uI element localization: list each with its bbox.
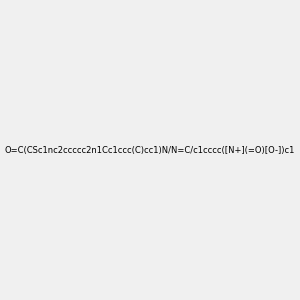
Text: O=C(CSc1nc2ccccc2n1Cc1ccc(C)cc1)N/N=C/c1cccc([N+](=O)[O-])c1: O=C(CSc1nc2ccccc2n1Cc1ccc(C)cc1)N/N=C/c1… [5,146,295,154]
